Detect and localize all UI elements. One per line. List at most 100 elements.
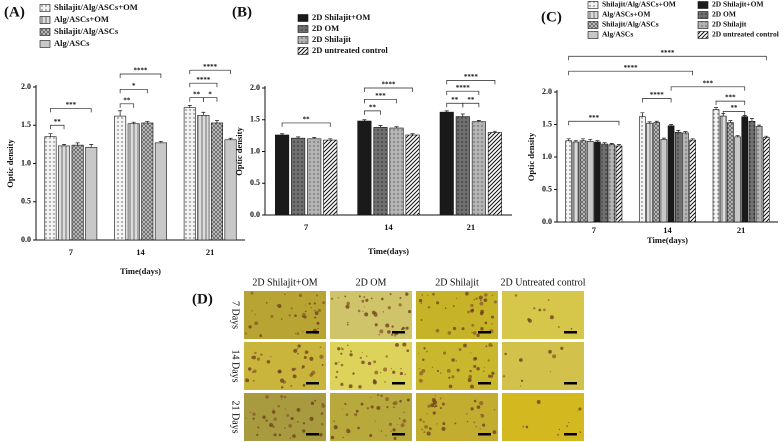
y-tick-label: 2.0	[250, 83, 260, 92]
stain-spot	[406, 349, 410, 353]
error-bar	[609, 143, 614, 145]
stain-spot	[520, 379, 524, 382]
stain-spot	[392, 428, 396, 432]
error-bar	[131, 121, 136, 124]
stain-spot	[418, 352, 420, 355]
bar	[748, 120, 756, 223]
error-bar	[312, 137, 317, 139]
stain-spot	[251, 355, 255, 359]
significance-label: **	[54, 118, 62, 126]
bar	[586, 141, 594, 223]
column-header: 2D OM	[356, 277, 387, 288]
stain-spot	[252, 417, 255, 420]
stain-spot	[446, 369, 451, 373]
bar	[653, 122, 661, 223]
stain-spot	[277, 369, 282, 374]
stain-spot	[367, 361, 372, 366]
stain-spot	[278, 433, 282, 437]
stain-spot	[491, 315, 494, 319]
scale-bar	[564, 382, 577, 385]
stain-spot	[321, 402, 324, 405]
stain-spot	[493, 408, 496, 411]
y-tick-label: 1.0	[250, 146, 260, 155]
row-header: 14 Days	[230, 349, 241, 382]
stain-spot	[455, 297, 458, 299]
stain-spot	[337, 347, 341, 351]
significance-label: ****	[661, 49, 676, 57]
significance-bracket	[281, 122, 331, 127]
significance-label: ***	[589, 114, 600, 122]
bar	[594, 141, 601, 223]
stain-spot	[479, 428, 481, 430]
stain-spot	[387, 306, 391, 310]
legend-swatch	[297, 36, 309, 44]
stain-spot	[374, 323, 378, 327]
stain-spot	[473, 364, 477, 368]
stain-spot	[461, 327, 465, 331]
stain-spot	[394, 342, 399, 347]
stain-spot	[579, 431, 582, 433]
stain-spot	[543, 308, 546, 312]
significance-bracket	[642, 98, 672, 103]
stain-spot	[419, 371, 424, 376]
stain-spot	[344, 295, 347, 298]
stain-spot	[361, 360, 365, 365]
stain-spot	[366, 355, 368, 357]
legend-label: 2D untreated control	[712, 30, 779, 39]
significance-label: ***	[66, 101, 77, 109]
stain-spot	[365, 298, 369, 302]
stain-spot	[421, 368, 426, 373]
y-tick-label: 0.0	[542, 217, 552, 226]
stain-spot	[426, 350, 428, 353]
significance-bracket	[568, 70, 693, 76]
stain-spot	[418, 368, 420, 370]
stain-spot	[439, 397, 442, 400]
bar	[741, 116, 749, 223]
stain-spot	[447, 331, 452, 335]
legend-label: Shilajit/Alg/ASCs+OM	[54, 2, 138, 12]
stain-spot	[295, 333, 297, 335]
error-bar	[476, 120, 481, 122]
stain-spot	[390, 368, 392, 370]
legend-swatch	[39, 16, 51, 24]
bar	[357, 120, 372, 216]
stain-spot	[475, 425, 478, 428]
legend-swatch	[297, 47, 309, 55]
scale-bar	[564, 331, 577, 334]
scale-bar	[478, 382, 491, 385]
error-bar	[89, 144, 94, 148]
stain-spot	[480, 414, 485, 418]
stain-spot	[389, 293, 392, 296]
error-bar	[566, 138, 571, 141]
stain-spot	[321, 364, 324, 366]
stain-spot	[491, 323, 493, 325]
stain-spot	[293, 367, 297, 371]
stain-spot	[371, 310, 376, 315]
stain-spot	[405, 326, 409, 330]
stain-spot	[484, 293, 488, 297]
stain-spot	[427, 294, 429, 296]
stain-spot	[548, 349, 552, 354]
stain-spot	[479, 311, 484, 316]
stain-spot	[374, 370, 379, 375]
error-bar	[328, 138, 333, 141]
stain-spot	[370, 405, 374, 409]
stain-spot	[473, 399, 477, 403]
bar	[85, 147, 98, 241]
bar	[373, 127, 388, 216]
stain-spot	[533, 307, 536, 310]
y-tick-label: 2.0	[21, 82, 31, 91]
x-tick-label: 7	[69, 247, 74, 257]
bar	[71, 144, 84, 241]
significance-label: ****	[456, 84, 471, 92]
stain-spot	[403, 411, 405, 414]
stain-spot	[444, 307, 447, 309]
y-tick-label: 0.5	[21, 197, 31, 206]
stain-spot	[479, 401, 484, 406]
stain-spot	[420, 319, 423, 321]
stain-spot	[309, 416, 314, 421]
error-bar	[296, 136, 301, 139]
x-tick-label: 14	[663, 225, 672, 235]
stain-spot	[251, 310, 253, 312]
stain-spot	[394, 335, 396, 337]
